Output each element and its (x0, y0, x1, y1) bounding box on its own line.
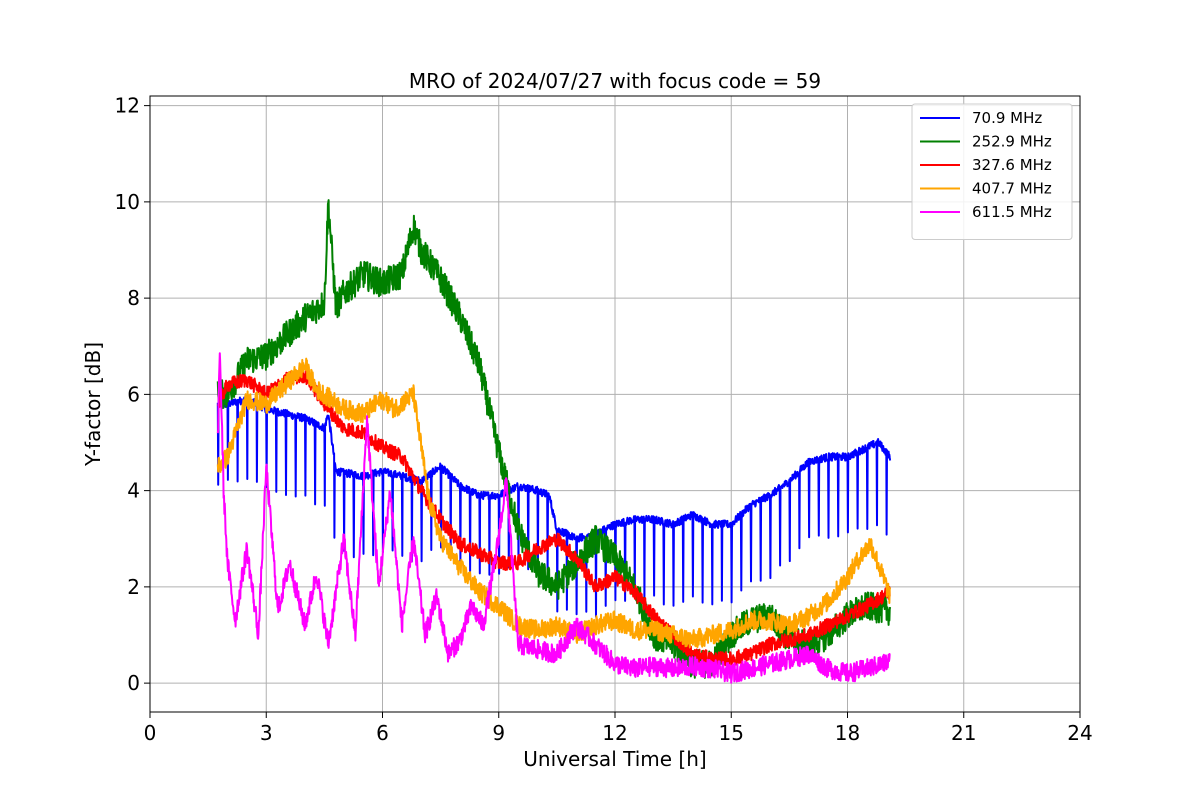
y-axis-label: Y-factor [dB] (81, 342, 105, 467)
x-tick-label: 24 (1067, 721, 1092, 745)
legend-label: 70.9 MHz (972, 109, 1042, 127)
legend-label: 252.9 MHz (972, 133, 1052, 151)
x-axis-label: Universal Time [h] (523, 747, 706, 771)
legend-label: 327.6 MHz (972, 156, 1052, 174)
series-line-1 (216, 199, 892, 679)
x-tick-label: 6 (376, 721, 389, 745)
chart-title: MRO of 2024/07/27 with focus code = 59 (409, 69, 821, 93)
legend-label: 407.7 MHz (972, 180, 1052, 198)
plot-series (216, 199, 892, 684)
y-tick-label: 12 (115, 94, 140, 118)
y-tick-label: 6 (127, 382, 140, 406)
y-tick-label: 10 (115, 190, 140, 214)
y-tick-label: 2 (127, 575, 140, 599)
x-tick-label: 15 (719, 721, 744, 745)
x-tick-label: 3 (260, 721, 273, 745)
x-tick-label: 18 (835, 721, 860, 745)
x-tick-label: 9 (492, 721, 505, 745)
series-line-4 (216, 352, 891, 684)
y-tick-label: 8 (127, 286, 140, 310)
legend: 70.9 MHz 252.9 MHz 327.6 MHz 407.7 MHz 611.5… (911, 103, 1073, 240)
x-tick-label: 12 (602, 721, 627, 745)
series-line-0 (216, 395, 892, 618)
y-tick-label: 4 (127, 479, 140, 503)
y-tick-label: 0 (127, 671, 140, 695)
legend-box (911, 103, 1073, 240)
x-tick-label: 0 (144, 721, 157, 745)
x-tick-label: 21 (951, 721, 976, 745)
series-line-3 (216, 357, 892, 649)
legend-label: 611.5 MHz (972, 203, 1052, 221)
